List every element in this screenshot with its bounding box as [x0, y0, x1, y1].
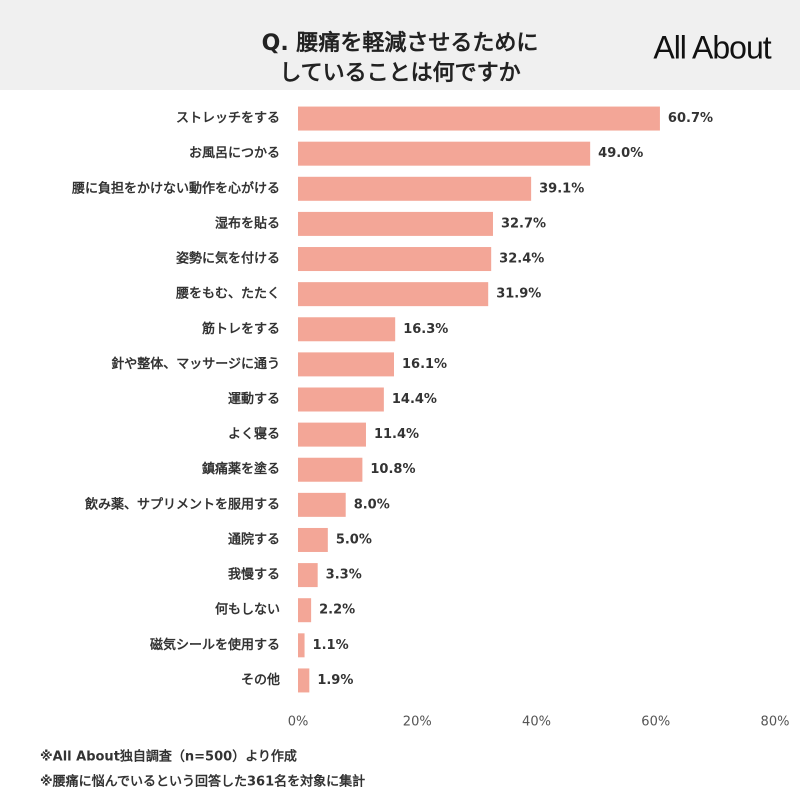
bar: [298, 527, 328, 552]
y-tick-label: よく寝る: [228, 426, 280, 442]
footnote: ※腰痛に悩んでいるという回答した361名を対象に集計: [40, 774, 365, 790]
y-tick-label: 通院する: [228, 531, 280, 547]
x-tick-label: 40%: [522, 715, 551, 730]
y-tick-label: 鎮痛薬を塗る: [202, 461, 280, 477]
y-tick-label: 磁気シールを使用する: [150, 637, 280, 653]
value-label: 5.0%: [336, 532, 372, 547]
bar: [298, 352, 394, 377]
logo: All About: [653, 29, 771, 65]
value-label: 1.9%: [317, 673, 353, 688]
bar: [298, 563, 318, 588]
y-tick-label: 何もしない: [215, 602, 280, 618]
value-label: 16.1%: [402, 357, 447, 372]
value-label: 3.3%: [326, 568, 362, 583]
x-tick-label: 80%: [761, 715, 790, 730]
value-label: 2.2%: [319, 603, 355, 618]
chart-title: Q. 腰痛を軽減させるために: [262, 30, 539, 56]
y-tick-label: 姿勢に気を付ける: [176, 251, 280, 267]
value-label: 10.8%: [370, 462, 415, 477]
x-tick-label: 0%: [288, 715, 309, 730]
bar: [298, 633, 305, 658]
bar: [298, 141, 591, 166]
value-label: 49.0%: [598, 146, 643, 161]
y-tick-label: 筋トレをする: [201, 321, 280, 337]
y-tick-label: 腰をもむ、たたく: [175, 287, 280, 302]
y-tick-label: 針や整体、マッサージに通う: [111, 356, 280, 372]
value-label: 32.7%: [501, 216, 546, 231]
value-label: 60.7%: [668, 111, 713, 126]
value-label: 32.4%: [499, 252, 544, 267]
y-tick-label: 運動する: [228, 391, 280, 407]
y-tick-label: 湿布を貼る: [215, 215, 280, 231]
bar: [298, 106, 660, 131]
value-label: 1.1%: [313, 638, 349, 653]
x-tick-label: 60%: [641, 715, 670, 730]
bar: [298, 492, 346, 517]
y-tick-label: お風呂につかる: [189, 146, 280, 161]
y-tick-label: 飲み薬、サプリメントを服用する: [84, 496, 280, 512]
value-label: 14.4%: [392, 392, 437, 407]
bar: [298, 387, 384, 412]
bar: [298, 282, 489, 307]
y-tick-label: 腰に負担をかけない動作を心がける: [71, 180, 280, 196]
value-label: 39.1%: [539, 181, 584, 196]
value-label: 11.4%: [374, 427, 419, 442]
bar: [298, 422, 366, 447]
header-band: [0, 0, 800, 90]
bar: [298, 317, 396, 342]
x-tick-label: 20%: [403, 715, 432, 730]
value-label: 8.0%: [354, 497, 390, 512]
bar: [298, 598, 312, 623]
bar: [298, 457, 363, 482]
value-label: 16.3%: [403, 322, 448, 337]
y-tick-label: ストレッチをする: [176, 111, 280, 126]
bar: [298, 211, 493, 236]
y-tick-label: その他: [241, 672, 280, 688]
bar: [298, 668, 310, 693]
value-label: 31.9%: [496, 287, 541, 302]
footnote: ※All About独自調査（n=500）より作成: [40, 749, 297, 765]
bar: [298, 176, 532, 201]
bar: [298, 247, 492, 272]
y-tick-label: 我慢する: [228, 567, 280, 583]
chart-title: していることは何ですか: [279, 60, 520, 86]
